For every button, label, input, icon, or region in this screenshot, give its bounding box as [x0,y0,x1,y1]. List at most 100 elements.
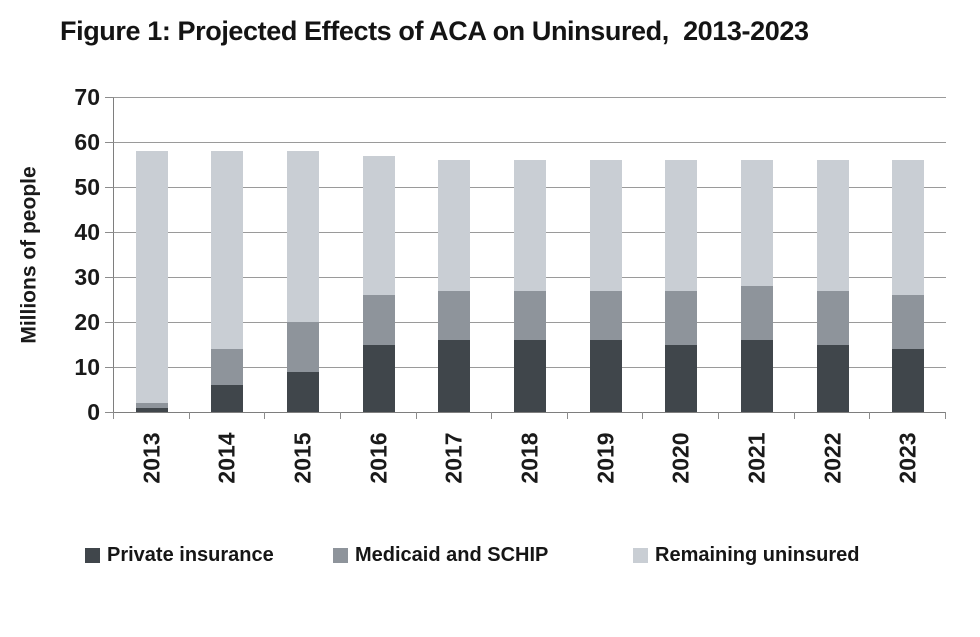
y-axis-tick [105,142,114,143]
legend: Private insurance Medicaid and SCHIP Remai… [0,544,980,574]
y-axis-tick [105,97,114,98]
y-axis-tick-label: 70 [74,84,100,110]
bar-segment-remaining-uninsured [589,160,622,291]
x-axis-tick [415,412,417,419]
bar-segment-remaining-uninsured [514,160,547,291]
bar-column-2018: 2018 [492,97,568,484]
bar-segment-private-insurance [362,344,395,412]
stacked-bar-2016 [362,97,395,412]
y-axis-tick-label: 20 [74,309,100,336]
y-axis-tick [105,322,114,324]
x-axis-label: 2019 [592,432,619,484]
y-axis-tick-label: 50 [74,174,100,200]
bar-segment-medicaid-and-schip [665,290,698,345]
stacked-bar-2019 [589,97,622,412]
y-axis-title: Millions of people [16,97,44,412]
y-axis-tick-label: 30 [74,264,100,290]
legend-swatch [333,548,348,563]
bar-segment-remaining-uninsured [740,160,773,286]
bar-segment-medicaid-and-schip [514,290,547,340]
chart-title: Figure 1: Projected Effects of ACA on Un… [60,16,809,46]
y-axis-tick [105,367,114,369]
bar-segment-medicaid-and-schip [362,295,395,345]
y-axis-tick-label: 0 [87,399,100,425]
x-axis-tick [869,412,871,419]
x-axis-tick [642,412,644,419]
bar-segment-remaining-uninsured [816,160,849,291]
x-axis-tick [718,412,720,419]
bar-column-2019: 2019 [568,97,644,484]
y-axis-tick [105,277,114,278]
y-axis-tick [105,412,114,413]
bar-segment-medicaid-and-schip [287,322,320,372]
legend-swatch [85,548,100,563]
stacked-bar-2013 [135,97,168,412]
stacked-bar-2018 [514,97,547,412]
x-axis-label: 2023 [894,432,921,484]
legend-label: Private insurance [107,544,274,566]
bar-segment-remaining-uninsured [287,151,320,323]
x-axis-label: 2020 [667,432,694,484]
bar-segment-remaining-uninsured [438,160,471,291]
x-axis-tick [264,412,266,419]
bar-column-2021: 2021 [719,97,795,484]
bar-column-2013: 2013 [114,97,190,484]
bar-segment-private-insurance [438,340,471,412]
bar-column-2016: 2016 [341,97,417,484]
x-axis-label: 2017 [440,432,467,484]
legend-item-private-insurance: Private insurance [85,544,274,567]
bars-layer: 2013 2014 2015 2016 2017 2018 2019 2020 2021 2022… [114,97,946,484]
y-axis-tick [105,232,114,234]
bar-segment-remaining-uninsured [211,151,244,349]
bar-column-2015: 2015 [265,97,341,484]
bar-column-2014: 2014 [190,97,266,484]
bar-segment-private-insurance [287,371,320,412]
bar-segment-medicaid-and-schip [589,290,622,340]
x-axis-label: 2022 [819,432,846,484]
y-axis-title-text: Millions of people [18,165,41,344]
x-axis-label: 2018 [516,432,543,484]
bar-segment-private-insurance [665,344,698,412]
bar-segment-medicaid-and-schip [816,290,849,345]
x-axis-label: 2014 [213,432,240,484]
legend-swatch [633,548,648,563]
y-axis-tick-label: 60 [74,129,100,155]
y-axis-tick-label: 10 [74,354,100,381]
bar-segment-medicaid-and-schip [740,286,773,340]
x-axis-tick [945,412,946,419]
legend-item-remaining-uninsured: Remaining uninsured [633,544,859,567]
bar-segment-private-insurance [892,349,925,412]
bar-segment-remaining-uninsured [135,151,168,404]
bar-segment-medicaid-and-schip [892,295,925,349]
x-axis-tick [188,412,190,419]
x-axis-tick [113,412,114,419]
bar-segment-private-insurance [589,340,622,412]
stacked-bar-2022 [816,97,849,412]
stacked-bar-2014 [211,97,244,412]
y-axis-tick-label: 40 [74,219,100,246]
bar-column-2022: 2022 [795,97,871,484]
bar-segment-medicaid-and-schip [438,290,471,340]
x-axis-label: 2016 [365,432,392,484]
stacked-bar-2021 [740,97,773,412]
x-axis-tick [339,412,341,419]
gridline-y-60 [114,142,946,143]
legend-item-medicaid-and-schip: Medicaid and SCHIP [333,544,548,567]
stacked-bar-2020 [665,97,698,412]
plot-area: 0 10 20 30 40 50 60 70 2013 2014 2015 2016 2017 2018 2… [74,86,946,484]
y-axis-tick [105,187,114,188]
stacked-bar-2017 [438,97,471,412]
legend-label: Remaining uninsured [655,544,860,566]
x-axis-label: 2013 [138,432,165,484]
legend-label: Medicaid and SCHIP [355,544,549,566]
bar-column-2020: 2020 [643,97,719,484]
x-axis-tick [793,412,795,419]
bar-segment-private-insurance [740,340,773,412]
stacked-bar-2015 [287,97,320,412]
bar-segment-private-insurance [211,385,244,412]
x-axis-tick [491,412,493,419]
bar-segment-private-insurance [135,407,168,412]
bar-segment-remaining-uninsured [665,160,698,291]
bar-column-2017: 2017 [417,97,493,484]
